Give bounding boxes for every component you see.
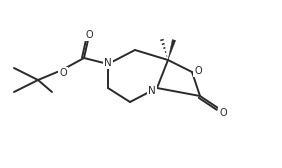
Text: N: N [148, 86, 156, 96]
Text: O: O [194, 66, 202, 76]
Text: N: N [104, 58, 112, 68]
Polygon shape [168, 39, 176, 60]
Text: O: O [85, 30, 93, 40]
Text: O: O [59, 68, 67, 78]
Text: O: O [219, 108, 227, 118]
